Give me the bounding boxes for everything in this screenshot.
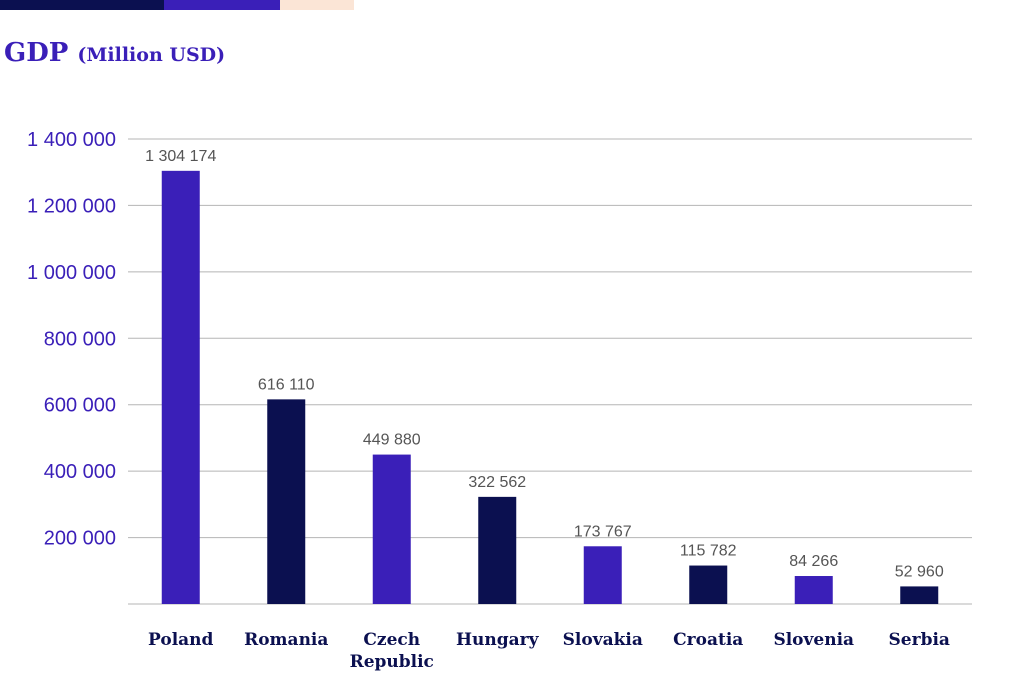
x-tick-label: Slovenia: [773, 630, 854, 650]
bar-poland: [161, 170, 200, 604]
bar-czech-republic: [372, 454, 411, 604]
y-tick-label: 800 000: [44, 328, 116, 350]
data-label: 115 782: [680, 543, 737, 560]
top-accent-peach: [280, 0, 354, 10]
y-tick-label: 600 000: [44, 395, 116, 417]
bar-slovenia: [794, 576, 833, 604]
data-label: 449 880: [363, 432, 421, 449]
x-tick-label: Czech Republic: [350, 630, 434, 672]
chart-title-main: GDP: [4, 38, 69, 68]
data-label: 52 960: [895, 563, 944, 580]
x-tick-label: Romania: [244, 630, 328, 650]
y-tick-label: 400 000: [44, 461, 116, 483]
chart-title-unit: (Million USD): [77, 44, 226, 66]
bar-croatia: [689, 565, 728, 604]
data-label: 322 562: [468, 474, 526, 491]
bar-serbia: [900, 586, 939, 604]
x-tick-label: Poland: [148, 630, 213, 650]
x-tick-label: Hungary: [456, 630, 540, 650]
bar-slovakia: [583, 546, 622, 604]
y-tick-label: 1 200 000: [27, 195, 116, 217]
data-label: 84 266: [789, 553, 838, 570]
x-tick-label: Croatia: [673, 630, 743, 650]
x-tick-label: Slovakia: [563, 630, 643, 650]
bar-romania: [267, 399, 306, 604]
chart-title: GDP (Million USD): [4, 38, 225, 68]
y-tick-label: 1 000 000: [27, 262, 116, 284]
top-accent-purple: [164, 0, 280, 10]
x-tick-label: Serbia: [889, 630, 950, 650]
bar-hungary: [478, 496, 517, 604]
y-tick-label: 1 400 000: [27, 129, 116, 151]
y-tick-label: 200 000: [44, 528, 116, 550]
data-label: 1 304 174: [145, 148, 216, 165]
data-label: 616 110: [258, 376, 315, 393]
data-label: 173 767: [574, 523, 632, 540]
top-accent-bar: [0, 0, 354, 10]
top-accent-dark: [0, 0, 164, 10]
